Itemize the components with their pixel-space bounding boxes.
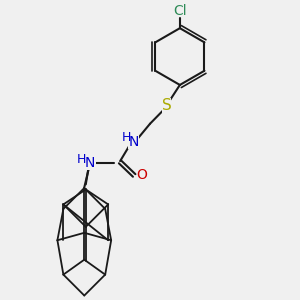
Text: Cl: Cl (173, 4, 187, 18)
Text: H: H (77, 152, 87, 166)
Text: H: H (122, 131, 131, 144)
Text: N: N (85, 156, 95, 170)
Text: S: S (162, 98, 171, 113)
Text: O: O (136, 167, 147, 182)
Text: N: N (128, 135, 139, 149)
